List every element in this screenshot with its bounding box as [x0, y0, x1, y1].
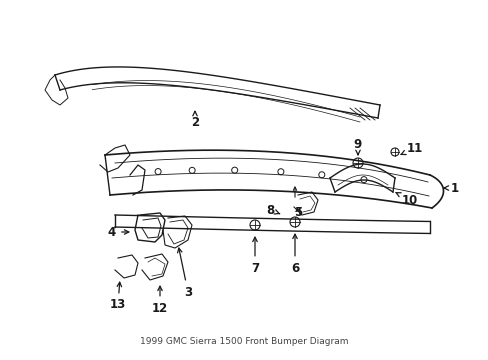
Text: 10: 10	[395, 193, 417, 207]
Text: 12: 12	[152, 286, 168, 315]
Text: 6: 6	[290, 234, 299, 274]
Text: 7: 7	[250, 237, 259, 274]
Text: 1999 GMC Sierra 1500 Front Bumper Diagram: 1999 GMC Sierra 1500 Front Bumper Diagra…	[140, 338, 348, 346]
Text: 3: 3	[177, 248, 192, 298]
Text: 9: 9	[353, 139, 362, 155]
Text: 13: 13	[110, 282, 126, 311]
Text: 5: 5	[293, 206, 302, 219]
Text: 8: 8	[265, 203, 279, 216]
Text: 11: 11	[400, 141, 422, 154]
Text: 4: 4	[108, 225, 128, 238]
Text: 2: 2	[190, 111, 199, 129]
Text: 1: 1	[443, 181, 458, 194]
